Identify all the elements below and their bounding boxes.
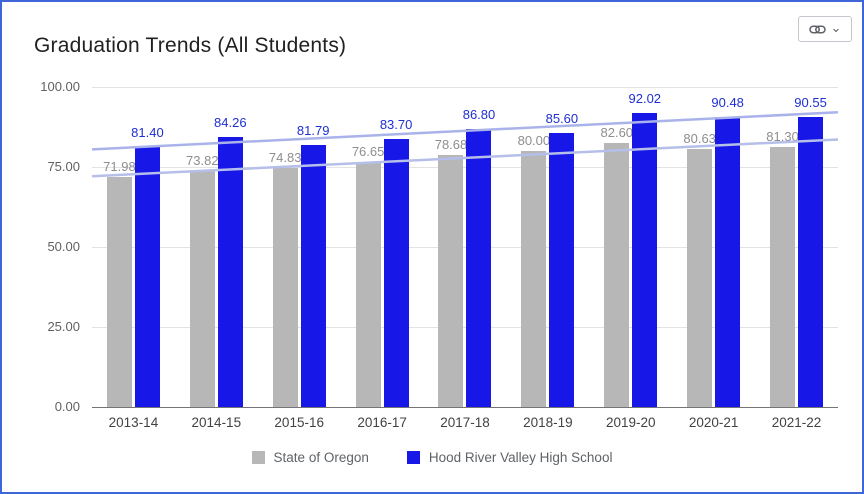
bar-column: 83.70	[380, 87, 412, 407]
bar-state-of-oregon[interactable]	[687, 148, 713, 407]
bar-column: 80.63	[683, 87, 716, 407]
bar-value-label: 78.68	[434, 137, 468, 153]
bar-column: 90.48	[711, 87, 744, 407]
bar-hood-river-valley-high-school[interactable]	[798, 117, 824, 407]
bar-column: 81.30	[766, 87, 799, 407]
bar-column: 84.26	[214, 87, 247, 407]
bar-column: 71.98	[103, 87, 136, 407]
chart-area: 100.00 75.00 50.00 25.00 0.00 71.98 81.40 73.8…	[2, 66, 862, 492]
bar-group: 76.65 83.70	[341, 87, 424, 407]
bar-column: 90.55	[794, 87, 827, 407]
bar-state-of-oregon[interactable]	[604, 142, 630, 407]
bar-value-label: 73.82	[186, 152, 219, 168]
bar-state-of-oregon[interactable]	[355, 161, 381, 407]
x-tick-label: 2014-15	[191, 415, 242, 430]
x-axis: 2013-14 2014-15 2015-16 2016-17 2017-18 2018-…	[92, 415, 838, 435]
bar-hood-river-valley-high-school[interactable]	[383, 139, 409, 407]
bar-value-label: 90.55	[794, 95, 827, 111]
bar-hood-river-valley-high-school[interactable]	[715, 117, 741, 407]
x-tick-label: 2021-22	[771, 415, 822, 430]
bar-hood-river-valley-high-school[interactable]	[134, 146, 160, 407]
y-tick-label: 0.00	[54, 399, 80, 414]
bar-group: 82.60 92.02	[589, 87, 672, 407]
bar-column: 73.82	[186, 87, 219, 407]
bar-value-label: 90.48	[711, 95, 744, 111]
page-title: Graduation Trends (All Students)	[34, 34, 347, 57]
bar-state-of-oregon[interactable]	[521, 151, 547, 407]
gridline	[92, 407, 838, 408]
bar-group: 78.68 86.80	[424, 87, 507, 407]
legend-item: Hood River Valley High School	[406, 450, 613, 465]
bar-column: 86.80	[463, 87, 495, 407]
bar-value-label: 81.40	[131, 124, 164, 140]
y-tick-label: 25.00	[47, 319, 80, 334]
x-tick-label: 2015-16	[274, 415, 324, 430]
bar-state-of-oregon[interactable]	[770, 146, 796, 407]
bar-group: 74.83 81.79	[258, 87, 341, 407]
bar-column: 82.60	[600, 87, 633, 407]
bar-hood-river-valley-high-school[interactable]	[632, 112, 658, 407]
bar-group: 81.30 90.55	[755, 87, 838, 407]
bar-column: 92.02	[628, 87, 661, 407]
bar-group: 80.63 90.48	[672, 87, 755, 407]
bar-value-label: 82.60	[600, 124, 634, 140]
bar-state-of-oregon[interactable]	[106, 176, 132, 407]
x-tick-label: 2018-19	[523, 415, 573, 430]
y-tick-label: 100.00	[40, 79, 80, 94]
legend-label: State of Oregon	[273, 450, 369, 465]
bar-value-label: 80.00	[517, 133, 551, 148]
bar-state-of-oregon[interactable]	[272, 167, 298, 407]
y-tick-label: 75.00	[47, 159, 80, 174]
bar-column: 81.79	[297, 87, 329, 407]
x-tick-label: 2013-14	[108, 415, 159, 430]
x-tick-label: 2017-18	[440, 415, 490, 430]
bar-column: 80.00	[518, 87, 550, 407]
bar-hood-river-valley-high-school[interactable]	[549, 133, 575, 407]
chart-menu-button[interactable]: ⌄	[798, 16, 852, 42]
bar-value-label: 85.60	[545, 111, 579, 127]
y-tick-label: 50.00	[47, 239, 80, 254]
bar-group: 73.82 84.26	[175, 87, 258, 407]
x-tick-label: 2020-21	[688, 415, 739, 430]
bar-hood-river-valley-high-school[interactable]	[300, 145, 326, 407]
bar-column: 76.65	[352, 87, 384, 407]
bar-value-label: 81.79	[296, 123, 330, 139]
bar-column: 81.40	[131, 87, 164, 407]
bar-column: 85.60	[546, 87, 578, 407]
bar-value-label: 92.02	[628, 90, 662, 106]
bar-value-label: 80.63	[683, 130, 716, 146]
bar-group: 71.98 81.40	[92, 87, 175, 407]
legend-item: State of Oregon	[251, 450, 369, 465]
gridline	[92, 87, 838, 88]
bar-hood-river-valley-high-school[interactable]	[466, 129, 492, 407]
bar-state-of-oregon[interactable]	[438, 155, 464, 407]
bar-hood-river-valley-high-school[interactable]	[217, 137, 243, 407]
legend: State of Oregon Hood River Valley High Sc…	[2, 450, 862, 465]
y-axis: 100.00 75.00 50.00 25.00 0.00	[2, 79, 80, 414]
x-tick-label: 2016-17	[357, 415, 407, 430]
gridline	[92, 327, 838, 328]
bar-value-label: 71.98	[103, 158, 136, 174]
bar-value-label: 81.30	[766, 128, 799, 144]
bar-state-of-oregon[interactable]	[189, 170, 215, 407]
bar-value-label: 84.26	[214, 115, 247, 131]
gridline	[92, 247, 838, 248]
bar-value-label: 74.83	[268, 149, 302, 165]
x-tick-label: 2019-20	[605, 415, 656, 430]
bar-column: 74.83	[269, 87, 301, 407]
legend-label: Hood River Valley High School	[428, 450, 613, 465]
legend-swatch	[406, 451, 420, 464]
bar-column: 78.68	[435, 87, 467, 407]
bar-value-label: 76.65	[351, 143, 385, 159]
link-icon	[808, 24, 826, 35]
bar-value-label: 86.80	[462, 107, 496, 123]
bar-value-label: 83.70	[379, 117, 413, 133]
plot-area: 71.98 81.40 73.82 84.26 74.83 81.79 76.65 83.70…	[92, 87, 838, 408]
chevron-down-icon: ⌄	[830, 19, 842, 35]
bar-group: 80.00 85.60	[506, 87, 589, 407]
legend-swatch	[251, 451, 265, 464]
